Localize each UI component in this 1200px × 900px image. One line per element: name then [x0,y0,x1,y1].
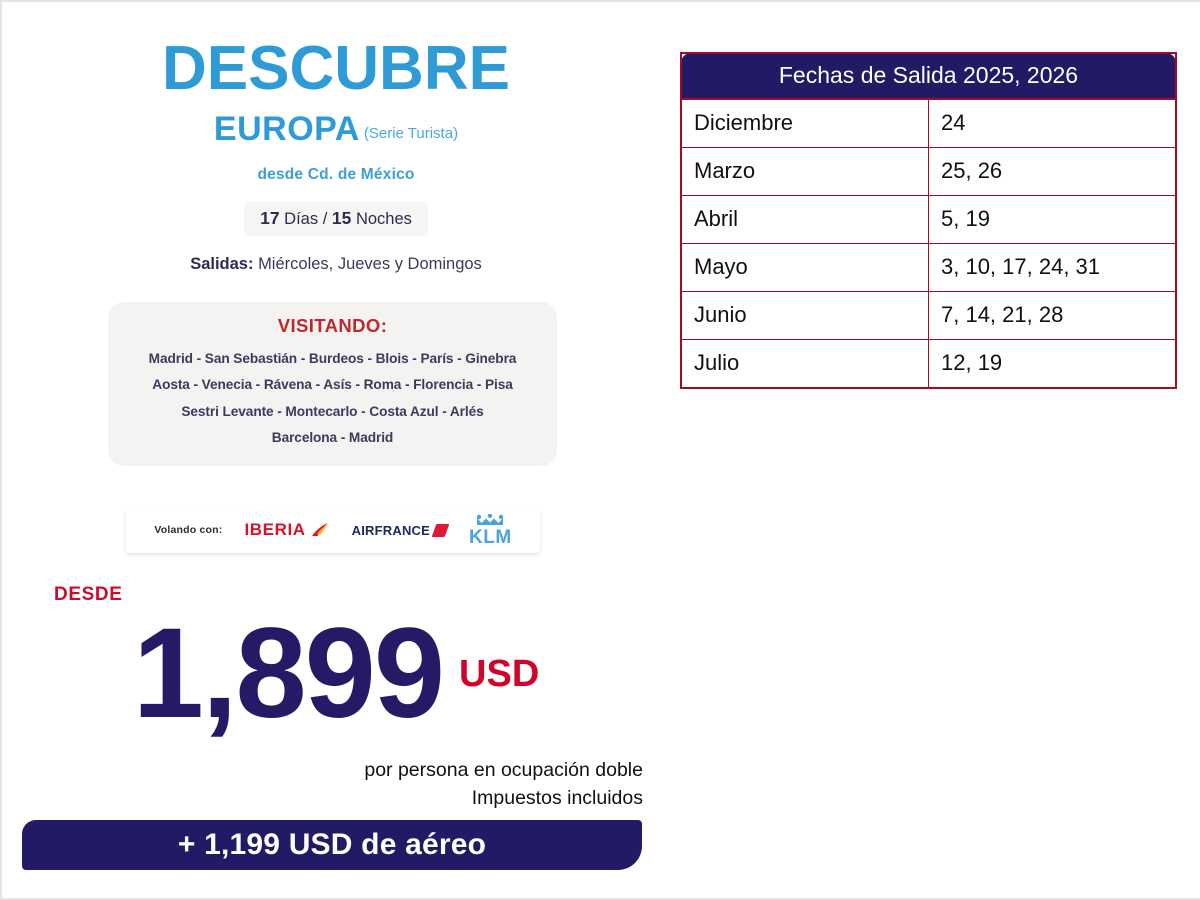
subtitle-region: EUROPA [213,110,360,148]
row-days: 25, 26 [928,147,1177,196]
subtitle-row: EUROPA (Serie Turista) [2,112,670,146]
departures-label: Salidas: [190,255,254,273]
price-currency: USD [459,652,540,695]
airline-logo-iberia: IBERIA [244,520,329,540]
table-row: Marzo 25, 26 [680,147,1177,196]
airfare-banner: + 1,199 USD de aéreo [22,820,642,870]
row-days: 3, 10, 17, 24, 31 [928,243,1177,292]
price-note-line-2: Impuestos incluidos [471,786,643,809]
duration-nights-word: Noches [355,210,412,228]
row-month: Diciembre [680,98,929,148]
airfrance-slash-icon [431,523,450,537]
row-month: Junio [680,291,929,340]
table-header-row: Fechas de Salida 2025, 2026 [680,52,1177,100]
bottom-divider [2,898,1200,900]
row-month: Julio [680,339,929,389]
duration-separator: / [322,210,328,228]
iberia-swoosh-icon [311,523,329,536]
airfare-banner-label: + 1,199 USD de aéreo [177,828,487,861]
row-days: 5, 19 [928,195,1177,244]
table-row: Julio 12, 19 [680,339,1177,389]
left-column: DESCUBRE EUROPA (Serie Turista) desde Cd.… [2,2,670,900]
table-title: Fechas de Salida 2025, 2026 [680,52,1177,100]
departures-line: Salidas: Miércoles, Jueves y Domingos [2,255,670,274]
visiting-line-4: Barcelona - Madrid [271,429,394,445]
row-days: 12, 19 [928,339,1177,389]
iberia-wordmark: IBERIA [244,520,306,539]
table-row: Mayo 3, 10, 17, 24, 31 [680,243,1177,292]
visiting-line-3: Sestri Levante - Montecarlo - Costa Azul… [181,403,484,419]
departures-value: Miércoles, Jueves y Domingos [258,255,482,273]
row-month: Mayo [680,243,929,292]
row-month: Marzo [680,147,929,196]
table-row: Abril 5, 19 [680,195,1177,244]
visiting-title: VISITANDO: [277,315,388,336]
title-block: DESCUBRE EUROPA (Serie Turista) desde Cd.… [2,38,670,184]
price-amount: 1,899 [132,602,445,745]
price-from-label: DESDE [54,584,123,605]
flying-with-label: Volando con: [154,524,223,536]
price-note-line-1: por persona en ocupación doble [364,759,643,781]
duration-days-number: 17 [260,208,280,228]
row-days: 7, 14, 21, 28 [928,291,1177,340]
duration-badge: 17 Días / 15 Noches [244,202,428,236]
klm-crown-icon [477,513,504,525]
price-row: 1,899 USD [2,604,670,744]
row-days: 24 [928,98,1177,148]
row-month: Abril [680,195,929,244]
airlines-card: Volando con: IBERIA AIRFRANCE [126,507,540,553]
visiting-line-1: Madrid - San Sebastián - Burdeos - Blois… [148,351,517,366]
page-title: DESCUBRE [162,34,510,103]
airfrance-wordmark: AIRFRANCE [351,522,431,538]
duration-days-word: Días [284,210,319,228]
table-row: Diciembre 24 [680,98,1177,148]
duration-nights-number: 15 [331,208,352,228]
visiting-line-2: Aosta - Venecia - Rávena - Asís - Roma -… [152,377,513,393]
departure-dates-table: Fechas de Salida 2025, 2026 Diciembre 24… [680,52,1177,389]
series-label: (Serie Turista) [363,125,459,142]
airline-logo-klm: KLM [469,513,512,548]
price-note: por persona en ocupación doble Impuestos… [2,757,643,812]
origin-label: desde Cd. de México [257,166,415,183]
visiting-box: VISITANDO: Madrid - San Sebastián - Burd… [108,302,557,466]
klm-wordmark: KLM [469,526,512,548]
airline-logo-airfrance: AIRFRANCE [351,522,450,538]
table-row: Junio 7, 14, 21, 28 [680,291,1177,340]
